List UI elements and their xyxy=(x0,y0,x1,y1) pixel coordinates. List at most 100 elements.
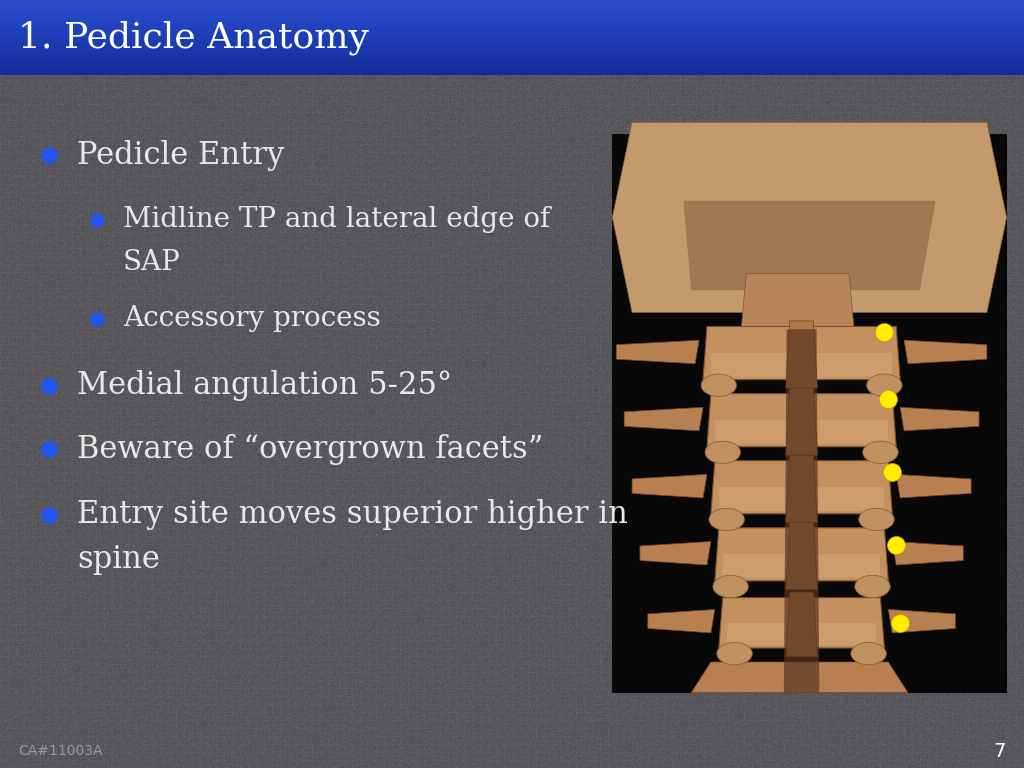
Bar xyxy=(0,74,1024,75)
Bar xyxy=(0,60,1024,61)
Bar xyxy=(0,8,1024,9)
Bar xyxy=(0,74,1024,75)
Bar xyxy=(0,7,1024,8)
Ellipse shape xyxy=(705,441,740,464)
Bar xyxy=(0,28,1024,29)
Bar xyxy=(0,74,1024,75)
Text: Pedicle Entry: Pedicle Entry xyxy=(77,140,284,170)
Polygon shape xyxy=(719,598,885,648)
Ellipse shape xyxy=(709,508,744,531)
Bar xyxy=(0,74,1024,75)
Ellipse shape xyxy=(859,508,894,531)
Polygon shape xyxy=(616,340,699,364)
Text: 1. Pedicle Anatomy: 1. Pedicle Anatomy xyxy=(18,21,370,55)
Bar xyxy=(0,74,1024,75)
Bar xyxy=(0,74,1024,75)
Polygon shape xyxy=(785,388,817,455)
Polygon shape xyxy=(900,407,979,431)
Bar xyxy=(0,26,1024,28)
Ellipse shape xyxy=(862,441,898,464)
Bar xyxy=(0,71,1024,72)
Bar xyxy=(0,3,1024,4)
Bar xyxy=(0,59,1024,60)
Bar xyxy=(0,74,1024,75)
Bar xyxy=(0,13,1024,14)
Bar xyxy=(0,50,1024,51)
Polygon shape xyxy=(612,122,1007,313)
Bar xyxy=(0,63,1024,64)
Bar xyxy=(0,15,1024,16)
Bar xyxy=(0,5,1024,7)
Text: SAP: SAP xyxy=(123,249,180,276)
Text: Beware of “overgrown facets”: Beware of “overgrown facets” xyxy=(77,434,543,465)
Bar xyxy=(0,67,1024,68)
Bar xyxy=(612,134,1007,693)
Bar xyxy=(0,21,1024,22)
Bar xyxy=(0,66,1024,67)
Bar xyxy=(0,74,1024,75)
Polygon shape xyxy=(783,329,819,693)
Bar xyxy=(0,49,1024,50)
Bar xyxy=(0,47,1024,48)
Bar xyxy=(0,74,1024,75)
Bar xyxy=(0,74,1024,75)
Bar xyxy=(0,48,1024,49)
Polygon shape xyxy=(683,200,936,290)
Bar xyxy=(0,62,1024,63)
Text: Entry site moves superior higher in: Entry site moves superior higher in xyxy=(77,499,628,530)
Bar xyxy=(0,61,1024,62)
Bar xyxy=(0,16,1024,17)
Bar xyxy=(0,18,1024,19)
Bar xyxy=(0,74,1024,75)
Bar xyxy=(0,74,1024,75)
Bar xyxy=(0,1,1024,2)
Polygon shape xyxy=(785,522,817,589)
Polygon shape xyxy=(711,461,892,514)
Bar xyxy=(0,56,1024,58)
Bar xyxy=(0,0,1024,1)
Bar xyxy=(0,74,1024,75)
Bar xyxy=(0,74,1024,75)
Bar xyxy=(0,2,1024,3)
Bar xyxy=(0,74,1024,75)
Bar xyxy=(0,74,1024,75)
Polygon shape xyxy=(738,273,857,357)
Polygon shape xyxy=(707,394,896,447)
Bar xyxy=(0,74,1024,75)
Polygon shape xyxy=(785,592,817,657)
Text: 7: 7 xyxy=(993,742,1006,760)
Polygon shape xyxy=(727,623,877,645)
Polygon shape xyxy=(904,340,987,364)
Polygon shape xyxy=(715,528,888,581)
Polygon shape xyxy=(892,541,964,565)
Bar xyxy=(0,74,1024,75)
Polygon shape xyxy=(711,353,892,377)
Text: Medial angulation 5-25°: Medial angulation 5-25° xyxy=(77,370,452,401)
Bar xyxy=(0,68,1024,70)
Bar xyxy=(0,74,1024,75)
Bar xyxy=(0,25,1024,26)
Text: CA#11003A: CA#11003A xyxy=(18,744,103,758)
Bar xyxy=(0,64,1024,65)
Bar xyxy=(0,12,1024,13)
Text: Midline TP and lateral edge of: Midline TP and lateral edge of xyxy=(123,206,550,233)
Bar xyxy=(0,42,1024,43)
Bar xyxy=(0,74,1024,75)
Bar xyxy=(0,10,1024,12)
Polygon shape xyxy=(723,554,881,578)
Bar xyxy=(0,74,1024,75)
Bar xyxy=(0,72,1024,74)
Bar xyxy=(0,37,1024,38)
Bar xyxy=(0,19,1024,20)
Bar xyxy=(0,14,1024,15)
Polygon shape xyxy=(632,475,707,498)
Bar xyxy=(0,74,1024,75)
Polygon shape xyxy=(888,610,955,633)
Bar xyxy=(0,34,1024,35)
Bar xyxy=(0,22,1024,24)
Polygon shape xyxy=(703,326,900,379)
Bar xyxy=(0,53,1024,54)
Polygon shape xyxy=(896,475,971,498)
Bar xyxy=(0,45,1024,46)
Bar xyxy=(0,38,1024,39)
